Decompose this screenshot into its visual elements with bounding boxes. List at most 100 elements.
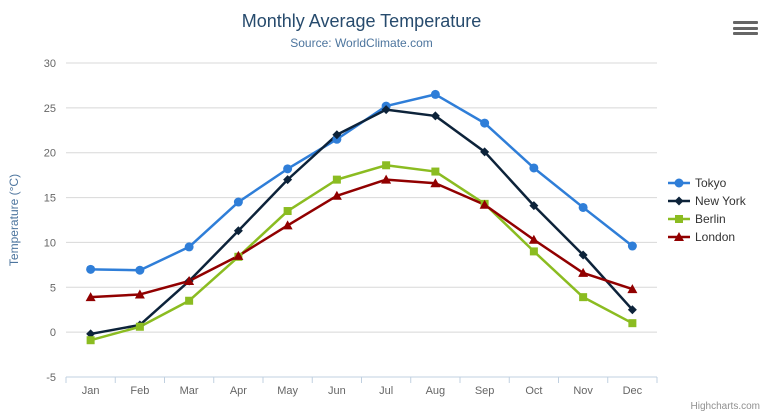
square-marker [431, 167, 440, 176]
y-axis-label: 25 [44, 103, 56, 115]
legend-item-new-york[interactable]: New York [668, 194, 746, 208]
series-line-berlin [89, 164, 634, 342]
triangle-marker [430, 178, 441, 188]
square-marker [382, 161, 391, 170]
circle-marker [480, 118, 490, 128]
square-marker [86, 336, 95, 345]
circle-marker [529, 163, 539, 173]
hamburger-icon [733, 21, 758, 24]
series-line-new-york [89, 108, 634, 336]
y-axis-label: 30 [44, 58, 56, 70]
circle-marker [135, 265, 145, 275]
export-menu-button[interactable] [733, 21, 758, 35]
x-axis-label: Jun [328, 385, 346, 397]
series-markers-london [85, 174, 638, 302]
series-markers-new-york [86, 105, 637, 339]
series-markers [85, 89, 638, 345]
diamond-marker [674, 196, 684, 206]
circle-marker [430, 89, 440, 99]
triangle-marker [85, 292, 96, 302]
triangle-marker [578, 267, 589, 277]
diamond-marker [381, 105, 391, 115]
series-markers-tokyo [86, 89, 637, 275]
legend-diamond-icon [668, 196, 690, 206]
axis-labels: -5 0 5 10 15 20 25 30 Jan Feb Mar Apr May Jun Jul Aug Se… [44, 58, 643, 397]
y-axis-label: 20 [44, 148, 56, 160]
circle-marker [674, 178, 684, 188]
diamond-marker [627, 305, 637, 315]
axes [65, 376, 658, 383]
legend-label: Tokyo [695, 176, 727, 190]
circle-marker [283, 164, 293, 174]
x-axis-label: Nov [573, 385, 593, 397]
triangle-marker [528, 234, 539, 244]
diamond-marker [332, 130, 342, 140]
x-axis-label: Mar [180, 385, 199, 397]
square-marker [529, 247, 538, 256]
legend-label: London [695, 230, 736, 244]
triangle-marker [233, 250, 244, 260]
diamond-marker [430, 111, 440, 121]
x-axis-label: May [277, 385, 298, 397]
diamond-marker [578, 250, 588, 260]
diamond-marker [86, 329, 96, 339]
x-axis-label: Aug [426, 385, 446, 397]
legend-triangle-icon [668, 232, 690, 241]
x-axis-label: Oct [525, 385, 542, 397]
square-marker [332, 175, 341, 184]
legend-square-icon [668, 215, 690, 223]
square-marker [675, 215, 683, 223]
x-axis-label: Jul [379, 385, 393, 397]
y-axis-title: Temperature (°C) [7, 174, 21, 266]
legend-label: New York [695, 194, 746, 208]
hamburger-icon [733, 32, 758, 35]
y-axis-label: 0 [50, 327, 56, 339]
square-marker [628, 319, 637, 328]
legend-circle-icon [668, 178, 690, 188]
y-axis-label: 15 [44, 193, 56, 205]
triangle-marker [627, 284, 638, 294]
circle-marker [184, 242, 194, 252]
series-lines [89, 93, 634, 342]
diamond-marker [480, 147, 490, 157]
x-axis-label: Jan [82, 385, 100, 397]
x-axis-label: Feb [130, 385, 149, 397]
y-axis-label: -5 [46, 372, 56, 384]
x-axis-label: Sep [475, 385, 495, 397]
triangle-marker [331, 190, 342, 200]
triangle-marker [479, 199, 490, 209]
diamond-marker [283, 175, 293, 185]
legend: Tokyo New York Berlin London [668, 176, 746, 244]
triangle-marker [134, 289, 145, 299]
series-line-tokyo [89, 93, 634, 272]
gridlines [66, 62, 657, 333]
square-marker [579, 293, 588, 302]
chart-subtitle: Source: WorldClimate.com [290, 36, 433, 50]
triangle-marker [674, 232, 684, 241]
circle-marker [86, 264, 96, 274]
triangle-marker [381, 174, 392, 184]
y-axis-label: 10 [44, 237, 56, 249]
square-marker [185, 296, 194, 305]
square-marker [283, 207, 292, 216]
circle-marker [627, 241, 637, 251]
legend-item-berlin[interactable]: Berlin [668, 212, 746, 226]
legend-item-london[interactable]: London [668, 230, 746, 244]
y-axis-label: 5 [50, 282, 56, 294]
circle-marker [578, 202, 588, 212]
diamond-marker [529, 201, 539, 211]
square-marker [135, 322, 144, 331]
triangle-marker [282, 220, 293, 230]
series-line-london [89, 178, 634, 299]
hamburger-icon [733, 26, 758, 30]
x-axis-label: Apr [230, 385, 247, 397]
legend-label: Berlin [695, 212, 726, 226]
legend-item-tokyo[interactable]: Tokyo [668, 176, 746, 190]
diamond-marker [233, 226, 243, 236]
triangle-marker [184, 276, 195, 286]
credits-link[interactable]: Highcharts.com [690, 401, 760, 412]
x-axis-label: Dec [623, 385, 643, 397]
circle-marker [233, 197, 243, 207]
